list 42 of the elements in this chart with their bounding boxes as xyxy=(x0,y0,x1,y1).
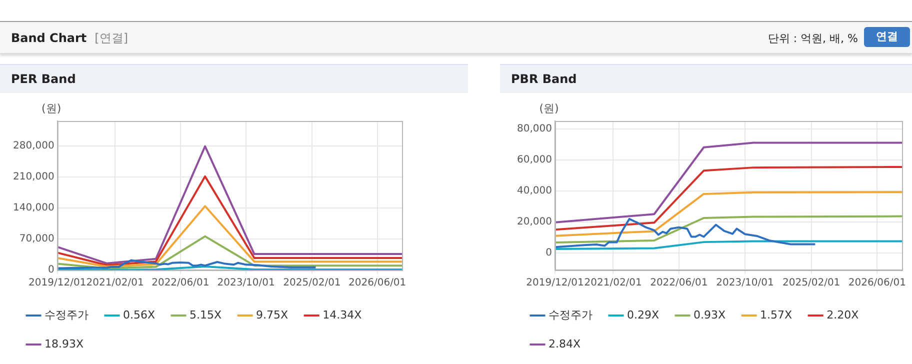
legend-label: 0.56X xyxy=(123,308,156,322)
y-tick-label: 140,000 xyxy=(12,202,54,214)
chart-title: PER Band xyxy=(0,64,468,93)
x-tick-label: 2021/02/01 xyxy=(86,278,144,289)
y-tick-label: 70,000 xyxy=(19,234,54,245)
chart-title: PBR Band xyxy=(500,64,912,93)
y-tick-label: 280,000 xyxy=(12,140,54,152)
legend-label: 9.75X xyxy=(256,308,289,322)
legend-label: 수정주가 xyxy=(548,308,592,322)
legend-label: 2.20X xyxy=(826,308,860,322)
y-tick-label: 20,000 xyxy=(516,216,552,228)
y-tick-label: 60,000 xyxy=(516,154,552,166)
y-axis-title: (원) xyxy=(42,102,62,115)
text: Band Chart xyxy=(11,31,87,45)
y-tick-label: 0 xyxy=(546,248,552,259)
x-tick-label: 2022/06/01 xyxy=(650,278,708,289)
legend-label: 2.84X xyxy=(548,337,581,350)
legend-label: 14.34X xyxy=(322,308,362,322)
y-tick-label: 210,000 xyxy=(12,171,54,182)
x-tick-label: 2019/12/01 xyxy=(526,278,584,289)
legend-label: 5.15X xyxy=(190,308,222,322)
text: [연결] xyxy=(94,31,128,45)
x-tick-label: 2019/12/01 xyxy=(28,278,86,289)
legend-label: 0.29X xyxy=(627,308,660,322)
x-tick-label: 2026/06/01 xyxy=(848,278,906,289)
legend-label: 수정주가 xyxy=(44,308,88,322)
y-tick-label: 80,000 xyxy=(516,123,552,134)
y-axis-title: (원) xyxy=(539,102,559,115)
legend-label: 0.93X xyxy=(694,308,726,322)
legend-label: 18.93X xyxy=(44,337,84,350)
legend-label: 1.57X xyxy=(760,308,793,322)
x-tick-label: 2021/02/01 xyxy=(584,278,642,289)
text: 연결 xyxy=(864,27,910,47)
text: 단위 : 억원, 배, % xyxy=(768,31,858,46)
x-tick-label: 2025/02/01 xyxy=(782,278,840,289)
y-tick-label: 40,000 xyxy=(516,185,552,196)
x-tick-label: 2022/06/01 xyxy=(152,278,210,289)
x-tick-label: 2023/10/01 xyxy=(217,278,275,289)
x-tick-label: 2023/10/01 xyxy=(716,278,774,289)
y-tick-label: 0 xyxy=(48,264,54,276)
x-tick-label: 2025/02/01 xyxy=(283,278,341,289)
x-tick-label: 2026/06/01 xyxy=(348,278,406,289)
